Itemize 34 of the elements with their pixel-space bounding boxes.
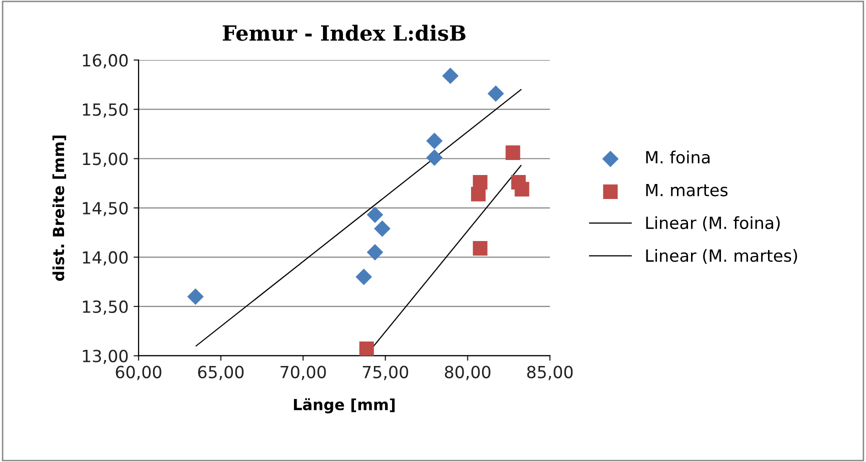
point: [374, 220, 390, 237]
legend-label: M. martes: [646, 184, 728, 196]
point: [506, 145, 520, 160]
point: [442, 68, 459, 84]
y-axis-title: dist. Breite [mm]: [52, 136, 66, 281]
point: [187, 288, 204, 305]
point: [472, 174, 488, 190]
y-tick-label: 14,50: [82, 202, 128, 216]
legend-label: Linear (M. foina): [646, 216, 780, 232]
x-tick-label: 60,00: [116, 366, 162, 380]
point: [472, 241, 488, 256]
y-tick-label: 15,00: [82, 152, 128, 167]
y-tick-label: 14,00: [82, 251, 128, 266]
point: [366, 206, 384, 224]
legend-label: M. foina: [646, 150, 710, 164]
x-tick-label: 75,00: [362, 366, 408, 380]
point: [426, 132, 443, 150]
y-tick-label: 16,00: [82, 54, 128, 68]
x-axis-title: Länge [mm]: [294, 398, 395, 414]
point: [488, 85, 504, 102]
chart-title: Femur - Index L:disB: [222, 24, 466, 41]
point: [426, 149, 443, 166]
point: [514, 182, 530, 196]
point: [356, 268, 372, 286]
x-tick-label: 85,00: [527, 366, 573, 380]
y-tick-label: 15,50: [82, 103, 128, 118]
x-tick-label: 70,00: [280, 366, 326, 380]
point: [366, 244, 384, 260]
y-tick-label: 13,00: [82, 350, 128, 364]
y-tick-label: 13,50: [82, 300, 128, 315]
x-tick-label: 80,00: [444, 366, 490, 380]
point: [359, 342, 374, 356]
x-tick-label: 65,00: [198, 366, 244, 380]
legend-label: Linear (M. martes): [646, 249, 798, 264]
